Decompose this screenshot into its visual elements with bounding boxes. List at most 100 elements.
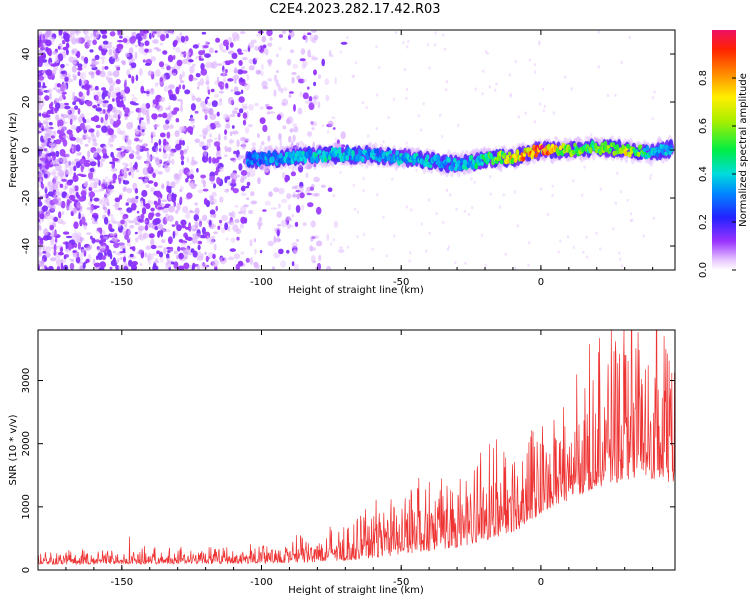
- noise-blob: [123, 82, 127, 89]
- noise-blob: [158, 251, 164, 258]
- noise-blob: [58, 252, 64, 256]
- noise-blob: [50, 135, 56, 139]
- noise-blob: [282, 125, 287, 130]
- noise-blob: [126, 187, 133, 194]
- noise-blob: [209, 209, 216, 215]
- noise-blob: [76, 201, 81, 209]
- noise-blob: [232, 75, 239, 80]
- noise-blob: [217, 225, 221, 230]
- noise-blob: [261, 141, 265, 146]
- noise-blob: [50, 242, 55, 246]
- noise-blob: [312, 260, 317, 264]
- ridge-point: [453, 157, 457, 163]
- noise-blob: [376, 193, 379, 197]
- noise-blob: [246, 181, 251, 187]
- noise-blob: [46, 128, 51, 134]
- noise-blob: [69, 118, 73, 126]
- noise-blob: [286, 249, 290, 254]
- noise-blob: [42, 119, 49, 123]
- noise-blob: [77, 115, 83, 124]
- noise-blob: [169, 94, 175, 101]
- noise-blob: [46, 157, 54, 160]
- noise-blob: [120, 256, 123, 261]
- noise-blob: [197, 81, 201, 87]
- noise-blob: [184, 226, 190, 230]
- noise-blob: [54, 57, 60, 64]
- noise-blob: [149, 32, 152, 40]
- noise-blob: [313, 81, 317, 87]
- noise-blob: [150, 138, 154, 144]
- noise-blob: [143, 90, 147, 94]
- noise-blob: [233, 68, 239, 74]
- noise-blob: [278, 187, 285, 195]
- noise-blob: [45, 150, 50, 154]
- noise-blob: [142, 167, 149, 176]
- noise-blob: [81, 248, 85, 255]
- noise-blob: [231, 125, 235, 129]
- noise-blob: [240, 216, 246, 224]
- noise-blob: [291, 77, 295, 84]
- ridge-point: [285, 157, 290, 164]
- noise-blob: [187, 171, 192, 176]
- noise-blob: [629, 219, 633, 223]
- noise-blob: [208, 156, 212, 164]
- noise-blob: [428, 66, 431, 70]
- noise-blob: [308, 96, 313, 102]
- noise-blob: [454, 261, 457, 265]
- noise-blob: [197, 189, 203, 194]
- noise-blob: [119, 208, 123, 212]
- noise-blob: [122, 248, 126, 253]
- noise-blob: [262, 124, 268, 133]
- noise-blob: [213, 264, 218, 267]
- noise-blob: [112, 250, 117, 254]
- noise-blob: [118, 177, 122, 185]
- noise-blob: [240, 192, 247, 197]
- noise-blob: [81, 71, 87, 80]
- noise-blob: [205, 144, 209, 151]
- noise-blob: [119, 111, 123, 117]
- noise-blob: [178, 252, 185, 260]
- noise-blob: [156, 48, 162, 52]
- noise-blob: [296, 239, 300, 242]
- noise-blob: [62, 121, 68, 124]
- noise-blob: [312, 99, 318, 106]
- noise-blob: [651, 96, 655, 100]
- noise-blob: [224, 60, 231, 64]
- noise-blob: [209, 113, 217, 120]
- noise-blob: [139, 68, 143, 76]
- noise-blob: [39, 213, 45, 220]
- noise-blob: [269, 37, 273, 41]
- noise-blob: [71, 258, 75, 263]
- ridge-point: [655, 151, 660, 157]
- noise-blob: [352, 183, 355, 187]
- noise-blob: [191, 265, 195, 270]
- noise-blob: [227, 78, 234, 82]
- noise-blob: [273, 89, 277, 97]
- noise-blob: [186, 156, 190, 163]
- noise-blob: [202, 154, 205, 163]
- noise-blob: [240, 89, 244, 95]
- noise-blob: [40, 86, 44, 93]
- noise-blob: [260, 63, 264, 71]
- noise-blob: [101, 244, 106, 251]
- noise-blob: [164, 63, 169, 67]
- noise-blob: [276, 114, 282, 121]
- noise-blob: [231, 52, 238, 59]
- noise-blob: [225, 123, 231, 129]
- noise-blob: [262, 209, 267, 212]
- noise-blob: [207, 89, 211, 95]
- noise-blob: [134, 51, 138, 60]
- noise-blob: [498, 205, 501, 209]
- noise-blob: [166, 112, 172, 119]
- noise-blob: [47, 181, 51, 186]
- noise-blob: [231, 130, 239, 135]
- noise-blob: [183, 148, 188, 153]
- noise-blob: [70, 124, 78, 130]
- noise-blob: [199, 141, 205, 148]
- noise-blob: [296, 193, 300, 200]
- noise-blob: [184, 89, 191, 95]
- noise-blob: [572, 245, 575, 249]
- noise-blob: [85, 135, 88, 139]
- noise-blob: [238, 163, 243, 171]
